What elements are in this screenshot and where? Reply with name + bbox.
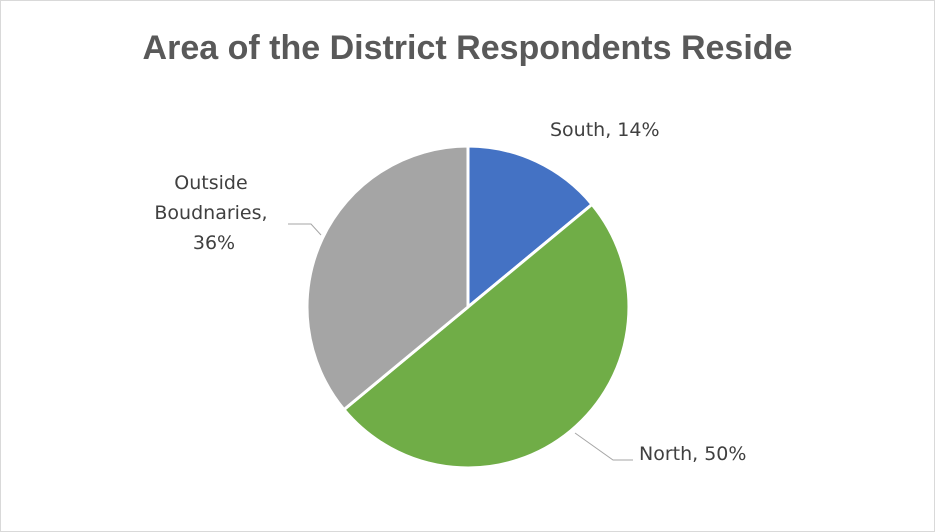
pie-slice-north	[342, 202, 631, 470]
data-label-south: South, 14%	[550, 119, 660, 141]
leader-line-outside-boundaries	[288, 223, 322, 236]
data-label-outside-boundaries: Outside Boudnaries, 36%	[154, 172, 273, 254]
leader-line-north	[574, 432, 633, 461]
chart-title: Area of the District Respondents Reside	[142, 29, 793, 67]
pie-slice-outside-boudnaries	[305, 144, 470, 412]
data-label-north: North, 50%	[639, 443, 746, 465]
pie-slice-south	[466, 144, 594, 309]
